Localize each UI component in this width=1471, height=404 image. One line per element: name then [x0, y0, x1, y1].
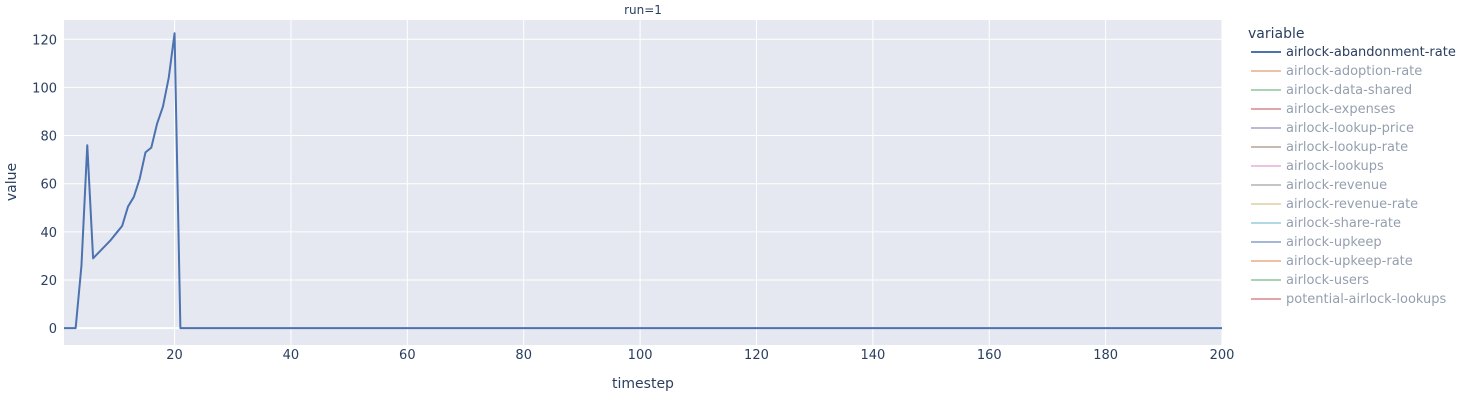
legend: variable airlock-abandonment-rate airlock…	[1248, 26, 1456, 307]
x-axis-title: timestep	[612, 376, 674, 392]
y-tick-label: 120	[32, 33, 57, 48]
legend-item-airlock-lookup-price[interactable]: airlock-lookup-price	[1251, 121, 1414, 136]
y-tick-label: 80	[40, 130, 57, 145]
legend-item-airlock-adoption-rate[interactable]: airlock-adoption-rate	[1251, 64, 1422, 79]
legend-label: airlock-lookups	[1286, 159, 1384, 174]
y-axis-title: value	[4, 163, 20, 201]
x-tick-label: 20	[166, 348, 183, 363]
legend-label: airlock-upkeep	[1286, 235, 1382, 250]
legend-item-airlock-abandonment-rate[interactable]: airlock-abandonment-rate	[1251, 45, 1456, 60]
x-tick-label: 120	[744, 348, 769, 363]
legend-item-potential-airlock-lookups[interactable]: potential-airlock-lookups	[1251, 292, 1447, 307]
series-lines	[64, 32, 1222, 330]
legend-label: airlock-share-rate	[1286, 216, 1401, 231]
legend-item-airlock-lookup-rate[interactable]: airlock-lookup-rate	[1251, 140, 1408, 155]
x-tick-label: 80	[515, 348, 532, 363]
legend-item-airlock-data-shared[interactable]: airlock-data-shared	[1251, 83, 1412, 98]
x-tick-label: 160	[977, 348, 1002, 363]
legend-item-airlock-share-rate[interactable]: airlock-share-rate	[1251, 216, 1401, 231]
legend-label: airlock-adoption-rate	[1286, 64, 1422, 79]
legend-item-airlock-expenses[interactable]: airlock-expenses	[1251, 102, 1396, 117]
x-tick-label: 180	[1093, 348, 1118, 363]
y-tick-label: 0	[49, 322, 57, 337]
y-tick-label: 40	[40, 226, 57, 241]
x-gridlines	[174, 20, 1223, 345]
legend-item-airlock-users[interactable]: airlock-users	[1251, 273, 1369, 288]
legend-label: airlock-expenses	[1286, 102, 1396, 117]
legend-label: airlock-users	[1286, 273, 1369, 288]
legend-label: airlock-revenue	[1286, 178, 1387, 193]
legend-label: airlock-upkeep-rate	[1286, 254, 1413, 269]
x-tick-labels: 20 40 60 80 100 120 140 160 180 200	[166, 348, 1234, 363]
x-tick-label: 100	[628, 348, 653, 363]
plot-background	[64, 20, 1222, 345]
legend-label: airlock-abandonment-rate	[1286, 45, 1456, 60]
x-tick-label: 40	[283, 348, 300, 363]
facet-title: run=1	[624, 3, 662, 17]
legend-item-airlock-revenue[interactable]: airlock-revenue	[1251, 178, 1387, 193]
x-tick-label: 60	[399, 348, 416, 363]
x-tick-label: 140	[860, 348, 885, 363]
y-tick-label: 20	[40, 274, 57, 289]
legend-label: airlock-data-shared	[1286, 83, 1412, 98]
legend-label: airlock-lookup-rate	[1286, 140, 1408, 155]
legend-item-airlock-lookups[interactable]: airlock-lookups	[1251, 159, 1384, 174]
legend-item-airlock-revenue-rate[interactable]: airlock-revenue-rate	[1251, 197, 1418, 212]
y-tick-labels: 0 20 40 60 80 100 120	[32, 33, 57, 337]
series-line-airlock-abandonment-rate	[64, 32, 1222, 330]
legend-title: variable	[1248, 26, 1304, 42]
legend-item-airlock-upkeep-rate[interactable]: airlock-upkeep-rate	[1251, 254, 1413, 269]
legend-label: airlock-revenue-rate	[1286, 197, 1418, 212]
y-tick-label: 60	[40, 178, 57, 193]
legend-item-airlock-upkeep[interactable]: airlock-upkeep	[1251, 235, 1382, 250]
y-tick-label: 100	[32, 81, 57, 96]
legend-label: potential-airlock-lookups	[1286, 292, 1447, 307]
legend-label: airlock-lookup-price	[1286, 121, 1414, 136]
x-tick-label: 200	[1210, 348, 1235, 363]
